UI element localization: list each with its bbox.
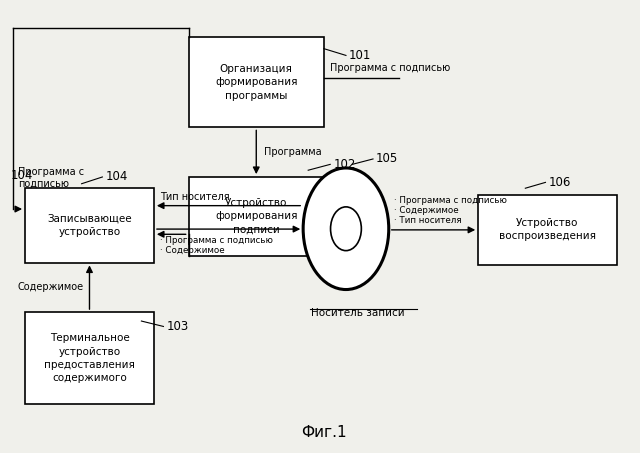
- Text: 102: 102: [333, 158, 356, 171]
- Text: 103: 103: [166, 320, 189, 333]
- FancyBboxPatch shape: [189, 38, 324, 127]
- Text: 106: 106: [548, 176, 571, 189]
- Text: 105: 105: [376, 153, 399, 165]
- Text: Тип носителя: Тип носителя: [160, 192, 230, 202]
- Text: Устройство
формирования
подписи: Устройство формирования подписи: [215, 198, 298, 235]
- Text: Программа с
подписью: Программа с подписью: [18, 167, 84, 189]
- Text: Организация
формирования
программы: Организация формирования программы: [215, 64, 298, 101]
- Text: 104: 104: [11, 169, 33, 182]
- Text: Терминальное
устройство
предоставления
содержимого: Терминальное устройство предоставления с…: [44, 333, 135, 383]
- FancyBboxPatch shape: [25, 312, 154, 405]
- Text: 101: 101: [349, 49, 371, 62]
- Text: · Программа с подписью
· Содержимое
· Тип носителя: · Программа с подписью · Содержимое · Ти…: [394, 196, 507, 226]
- Text: Устройство
воспроизведения: Устройство воспроизведения: [499, 218, 596, 241]
- Text: Программа с подписью: Программа с подписью: [330, 63, 451, 72]
- Text: Программа: Программа: [264, 147, 321, 157]
- Text: · Программа с подписью
· Содержимое: · Программа с подписью · Содержимое: [160, 236, 273, 255]
- Text: Фиг.1: Фиг.1: [301, 425, 347, 440]
- Ellipse shape: [330, 207, 362, 251]
- FancyBboxPatch shape: [478, 195, 616, 265]
- Text: Носитель записи: Носитель записи: [311, 308, 405, 318]
- Text: 104: 104: [106, 170, 128, 183]
- Text: Содержимое: Содержимое: [17, 282, 83, 292]
- FancyBboxPatch shape: [25, 188, 154, 263]
- Ellipse shape: [303, 168, 388, 289]
- Text: Записывающее
устройство: Записывающее устройство: [47, 214, 132, 237]
- FancyBboxPatch shape: [189, 177, 324, 256]
